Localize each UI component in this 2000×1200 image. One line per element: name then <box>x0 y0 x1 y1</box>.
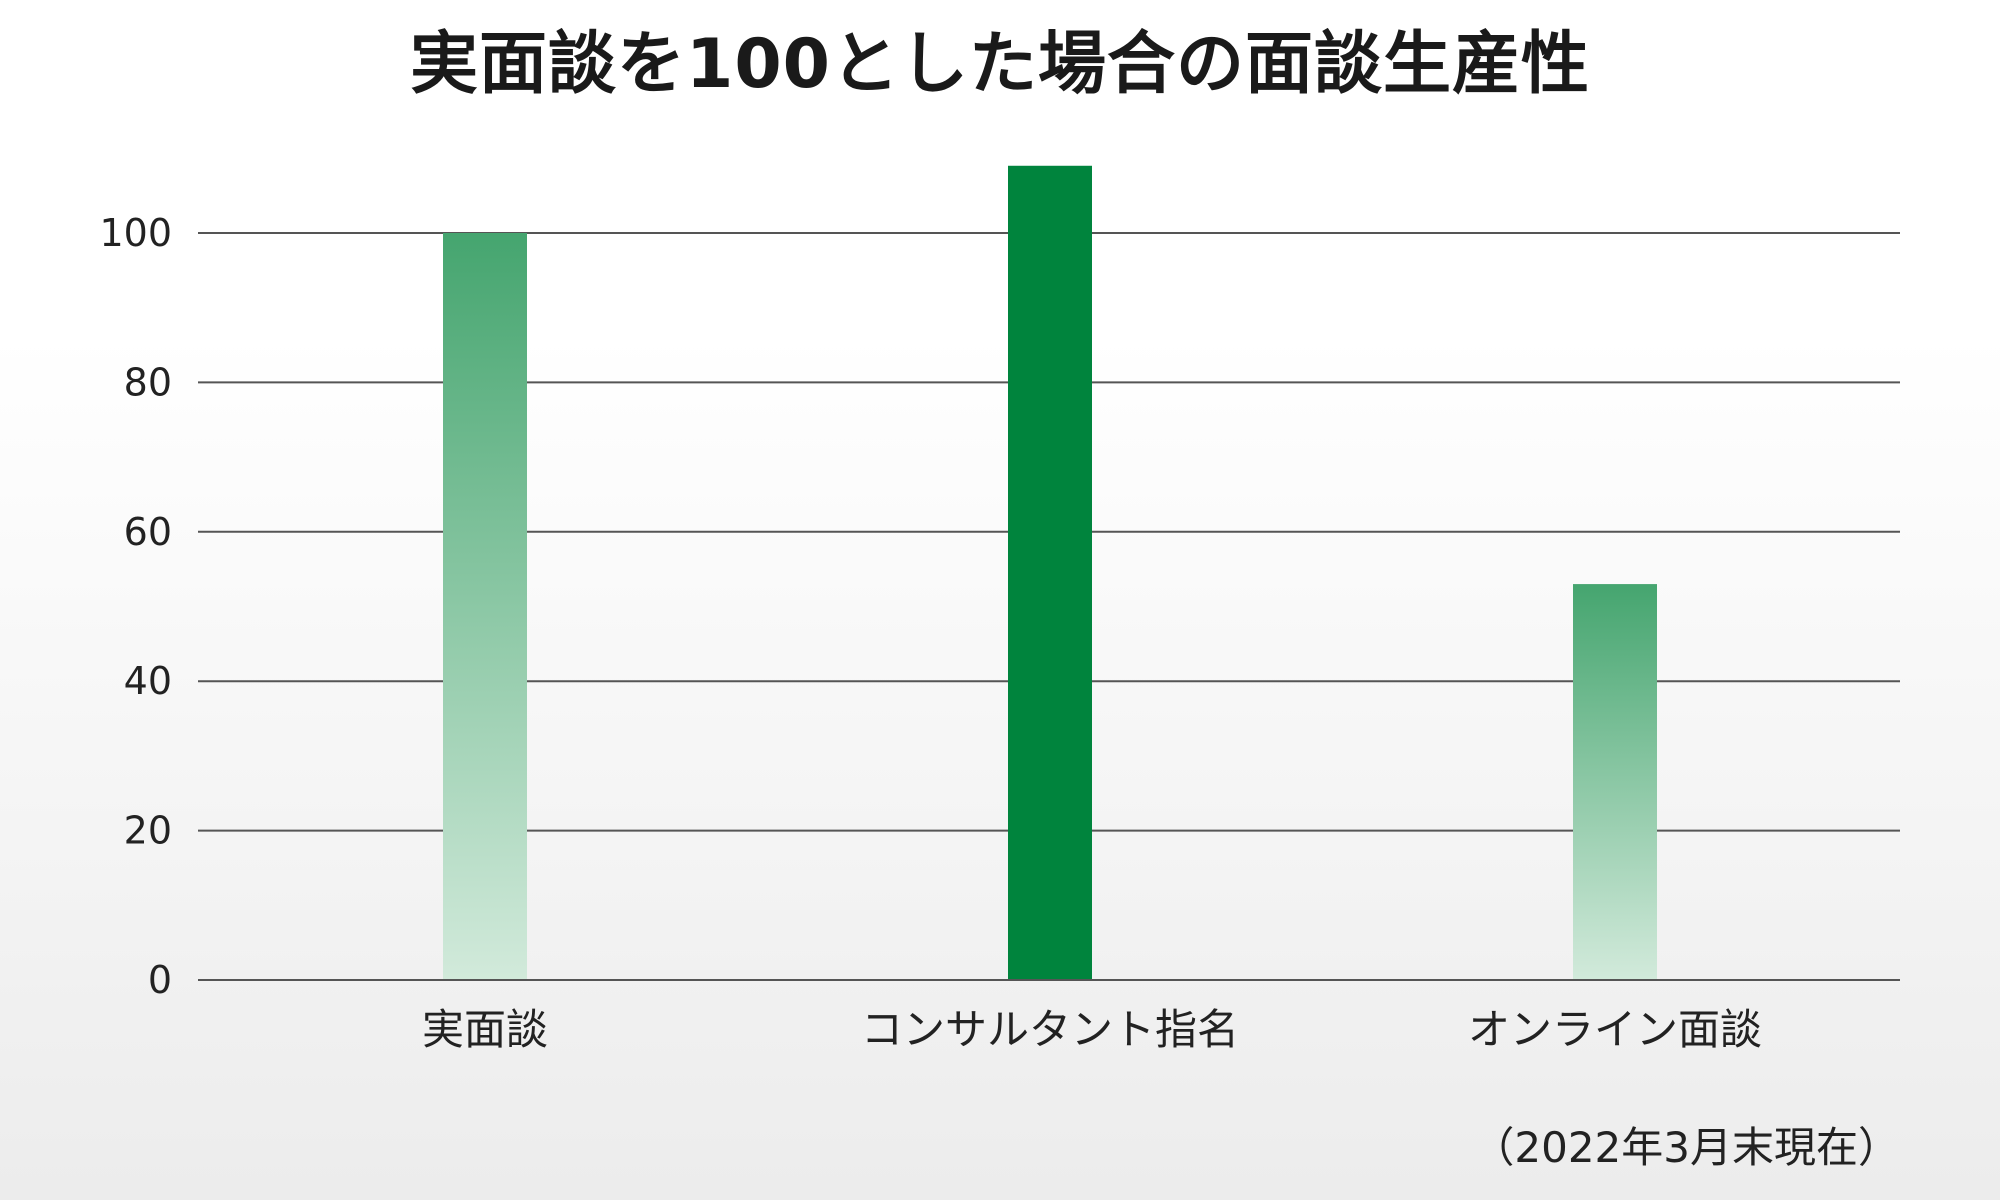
x-category-label: 実面談 <box>422 1005 548 1054</box>
bar <box>1573 584 1657 980</box>
y-tick-label: 0 <box>148 958 172 1002</box>
chart-title: 実面談を100とした場合の面談生産性 <box>410 25 1590 104</box>
y-tick-label: 100 <box>99 211 172 255</box>
y-tick-label: 40 <box>124 659 172 703</box>
y-tick-label: 60 <box>124 510 172 554</box>
x-category-label: オンライン面談 <box>1468 1005 1762 1054</box>
date-note: （2022年3月末現在） <box>1472 1123 1900 1172</box>
bars <box>198 165 1900 981</box>
y-tick-label: 20 <box>124 809 172 853</box>
y-tick-label: 80 <box>124 360 172 404</box>
bar <box>443 233 527 980</box>
bar <box>1008 165 1092 980</box>
y-axis-ticks: 0 20 40 60 80 100 <box>99 211 172 1002</box>
x-axis-categories: 実面談 コンサルタント指名 オンライン面談 <box>422 1005 1762 1054</box>
x-category-label: コンサルタント指名 <box>861 1005 1239 1054</box>
